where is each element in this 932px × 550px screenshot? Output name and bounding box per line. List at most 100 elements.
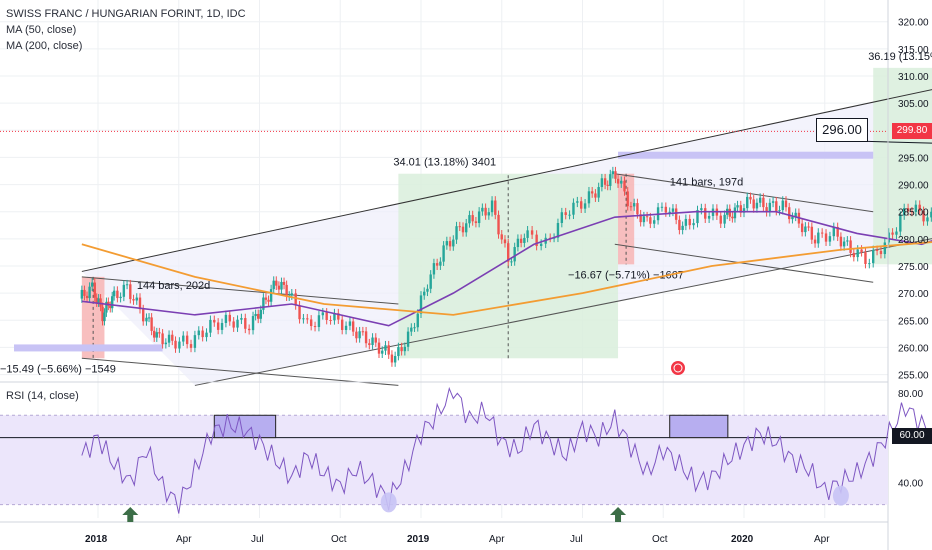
- candle: [645, 216, 649, 218]
- candle: [393, 356, 397, 363]
- candle: [384, 345, 387, 351]
- candle: [611, 171, 615, 175]
- target-bar-0: [14, 344, 163, 352]
- candle: [671, 208, 675, 212]
- ma200-line: [81, 241, 932, 316]
- add-alert-icon-ring: [673, 363, 683, 373]
- candle: [620, 180, 623, 184]
- candle: [377, 342, 381, 354]
- candle: [228, 314, 231, 322]
- subchannel-top-0: [81, 276, 399, 305]
- candle: [879, 250, 883, 255]
- candle: [155, 332, 158, 338]
- candle: [313, 326, 317, 328]
- candle: [129, 284, 132, 300]
- candle: [236, 319, 239, 328]
- candle: [213, 319, 216, 323]
- measure-label-0: 34.01 (13.18%) 3401: [393, 157, 496, 169]
- candle: [860, 249, 863, 253]
- rsi-circle-1: [832, 485, 849, 506]
- candle: [185, 335, 189, 345]
- candle: [240, 318, 243, 320]
- candle: [445, 241, 449, 246]
- price-axis-tick: 270.00: [898, 289, 929, 300]
- candle: [132, 299, 135, 301]
- candle: [864, 252, 867, 264]
- candle: [259, 309, 262, 319]
- candle: [97, 298, 100, 303]
- candle: [364, 331, 368, 344]
- candle: [684, 218, 688, 226]
- measure-box-1: [873, 67, 932, 265]
- candle: [731, 216, 734, 219]
- candle: [868, 263, 871, 265]
- subchannel-bottom-1: [614, 243, 874, 283]
- candle: [182, 335, 185, 342]
- buy-arrow-icon-0: [122, 507, 139, 522]
- candle: [348, 321, 352, 326]
- candle: [164, 342, 168, 345]
- candle: [636, 203, 639, 215]
- candle: [435, 263, 439, 266]
- candle: [918, 204, 921, 211]
- candle: [660, 206, 664, 208]
- candle: [232, 321, 235, 328]
- candle: [481, 207, 484, 212]
- candle: [101, 306, 104, 322]
- candle: [298, 305, 301, 320]
- candle: [842, 241, 846, 247]
- candle: [122, 284, 126, 297]
- candle: [914, 204, 918, 212]
- price-axis-tick: 255.00: [898, 371, 929, 382]
- price-axis-tick: 295.00: [898, 153, 929, 164]
- subchannel-top-1: [614, 173, 874, 213]
- candle: [681, 225, 684, 231]
- candle: [111, 296, 114, 309]
- candle: [290, 293, 293, 296]
- candle: [500, 234, 503, 240]
- target-callout[interactable]: 296.00: [816, 118, 868, 142]
- candle: [629, 206, 633, 208]
- candle: [158, 332, 161, 334]
- candle: [294, 293, 297, 306]
- candle: [836, 226, 839, 237]
- time-axis-tick: 2020: [731, 534, 754, 545]
- candle: [580, 201, 583, 209]
- time-axis-tick: Apr: [814, 534, 830, 545]
- candle: [603, 178, 607, 185]
- candle: [765, 207, 768, 213]
- candle: [583, 203, 587, 209]
- candle: [813, 239, 817, 244]
- candle: [503, 239, 507, 244]
- candle: [119, 296, 122, 299]
- candle: [739, 205, 742, 213]
- candle: [526, 230, 529, 238]
- candle: [839, 236, 843, 247]
- candle: [90, 282, 94, 287]
- candle: [468, 215, 471, 224]
- candle: [161, 333, 164, 345]
- rsi-axis-tick: 40.00: [898, 478, 923, 489]
- price-axis-tick: 285.00: [898, 208, 929, 219]
- candle: [416, 313, 419, 328]
- candle: [632, 203, 636, 207]
- candle: [497, 214, 500, 235]
- candle: [306, 318, 309, 320]
- candle: [597, 187, 600, 198]
- candle: [309, 319, 313, 327]
- candle: [678, 219, 681, 231]
- candle: [817, 232, 820, 244]
- candle: [733, 207, 737, 219]
- candle: [788, 207, 791, 220]
- candle: [560, 212, 564, 223]
- candle: [150, 317, 153, 331]
- candle: [794, 212, 797, 217]
- candle: [209, 319, 212, 333]
- candle: [758, 197, 762, 203]
- ma50-line: [81, 210, 932, 327]
- last-price-tag: 299.80: [892, 123, 932, 139]
- candle: [197, 330, 200, 336]
- candle: [707, 215, 711, 219]
